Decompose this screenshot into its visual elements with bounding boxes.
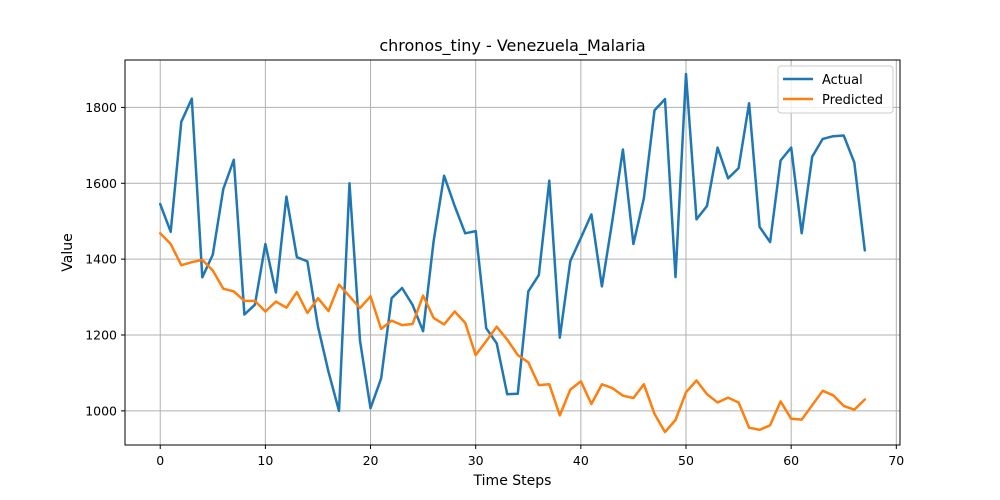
y-tick-label: 1800 — [85, 100, 117, 115]
x-tick-label: 30 — [468, 453, 484, 468]
y-axis-label: Value — [60, 233, 76, 271]
series-line-actual — [158, 72, 867, 413]
y-tick-label: 1600 — [85, 176, 117, 191]
y-tick-label: 1200 — [85, 328, 117, 343]
legend-label-predicted: Predicted — [822, 93, 883, 108]
legend-label-actual: Actual — [822, 73, 863, 88]
series-layer — [158, 72, 867, 434]
axis-ticks: 0 10 20 30 40 50 60 70 1000 1200 1400 1600 1800 — [85, 100, 904, 468]
x-tick-label: 70 — [888, 453, 904, 468]
y-tick-label: 1000 — [85, 403, 117, 418]
x-tick-label: 50 — [678, 453, 694, 468]
plot-frame — [124, 59, 901, 446]
chart-title: chronos_tiny - Venezuela_Malaria — [379, 36, 645, 56]
x-tick-label: 20 — [363, 453, 379, 468]
x-axis-label: Time Steps — [473, 473, 552, 489]
x-tick-label: 40 — [573, 453, 589, 468]
y-tick-label: 1400 — [85, 252, 117, 267]
legend: Actual Predicted — [777, 65, 894, 114]
series-line-predicted — [158, 232, 867, 434]
grid-lines — [125, 60, 900, 445]
x-tick-label: 60 — [783, 453, 799, 468]
x-tick-label: 0 — [156, 453, 164, 468]
x-tick-label: 10 — [257, 453, 273, 468]
